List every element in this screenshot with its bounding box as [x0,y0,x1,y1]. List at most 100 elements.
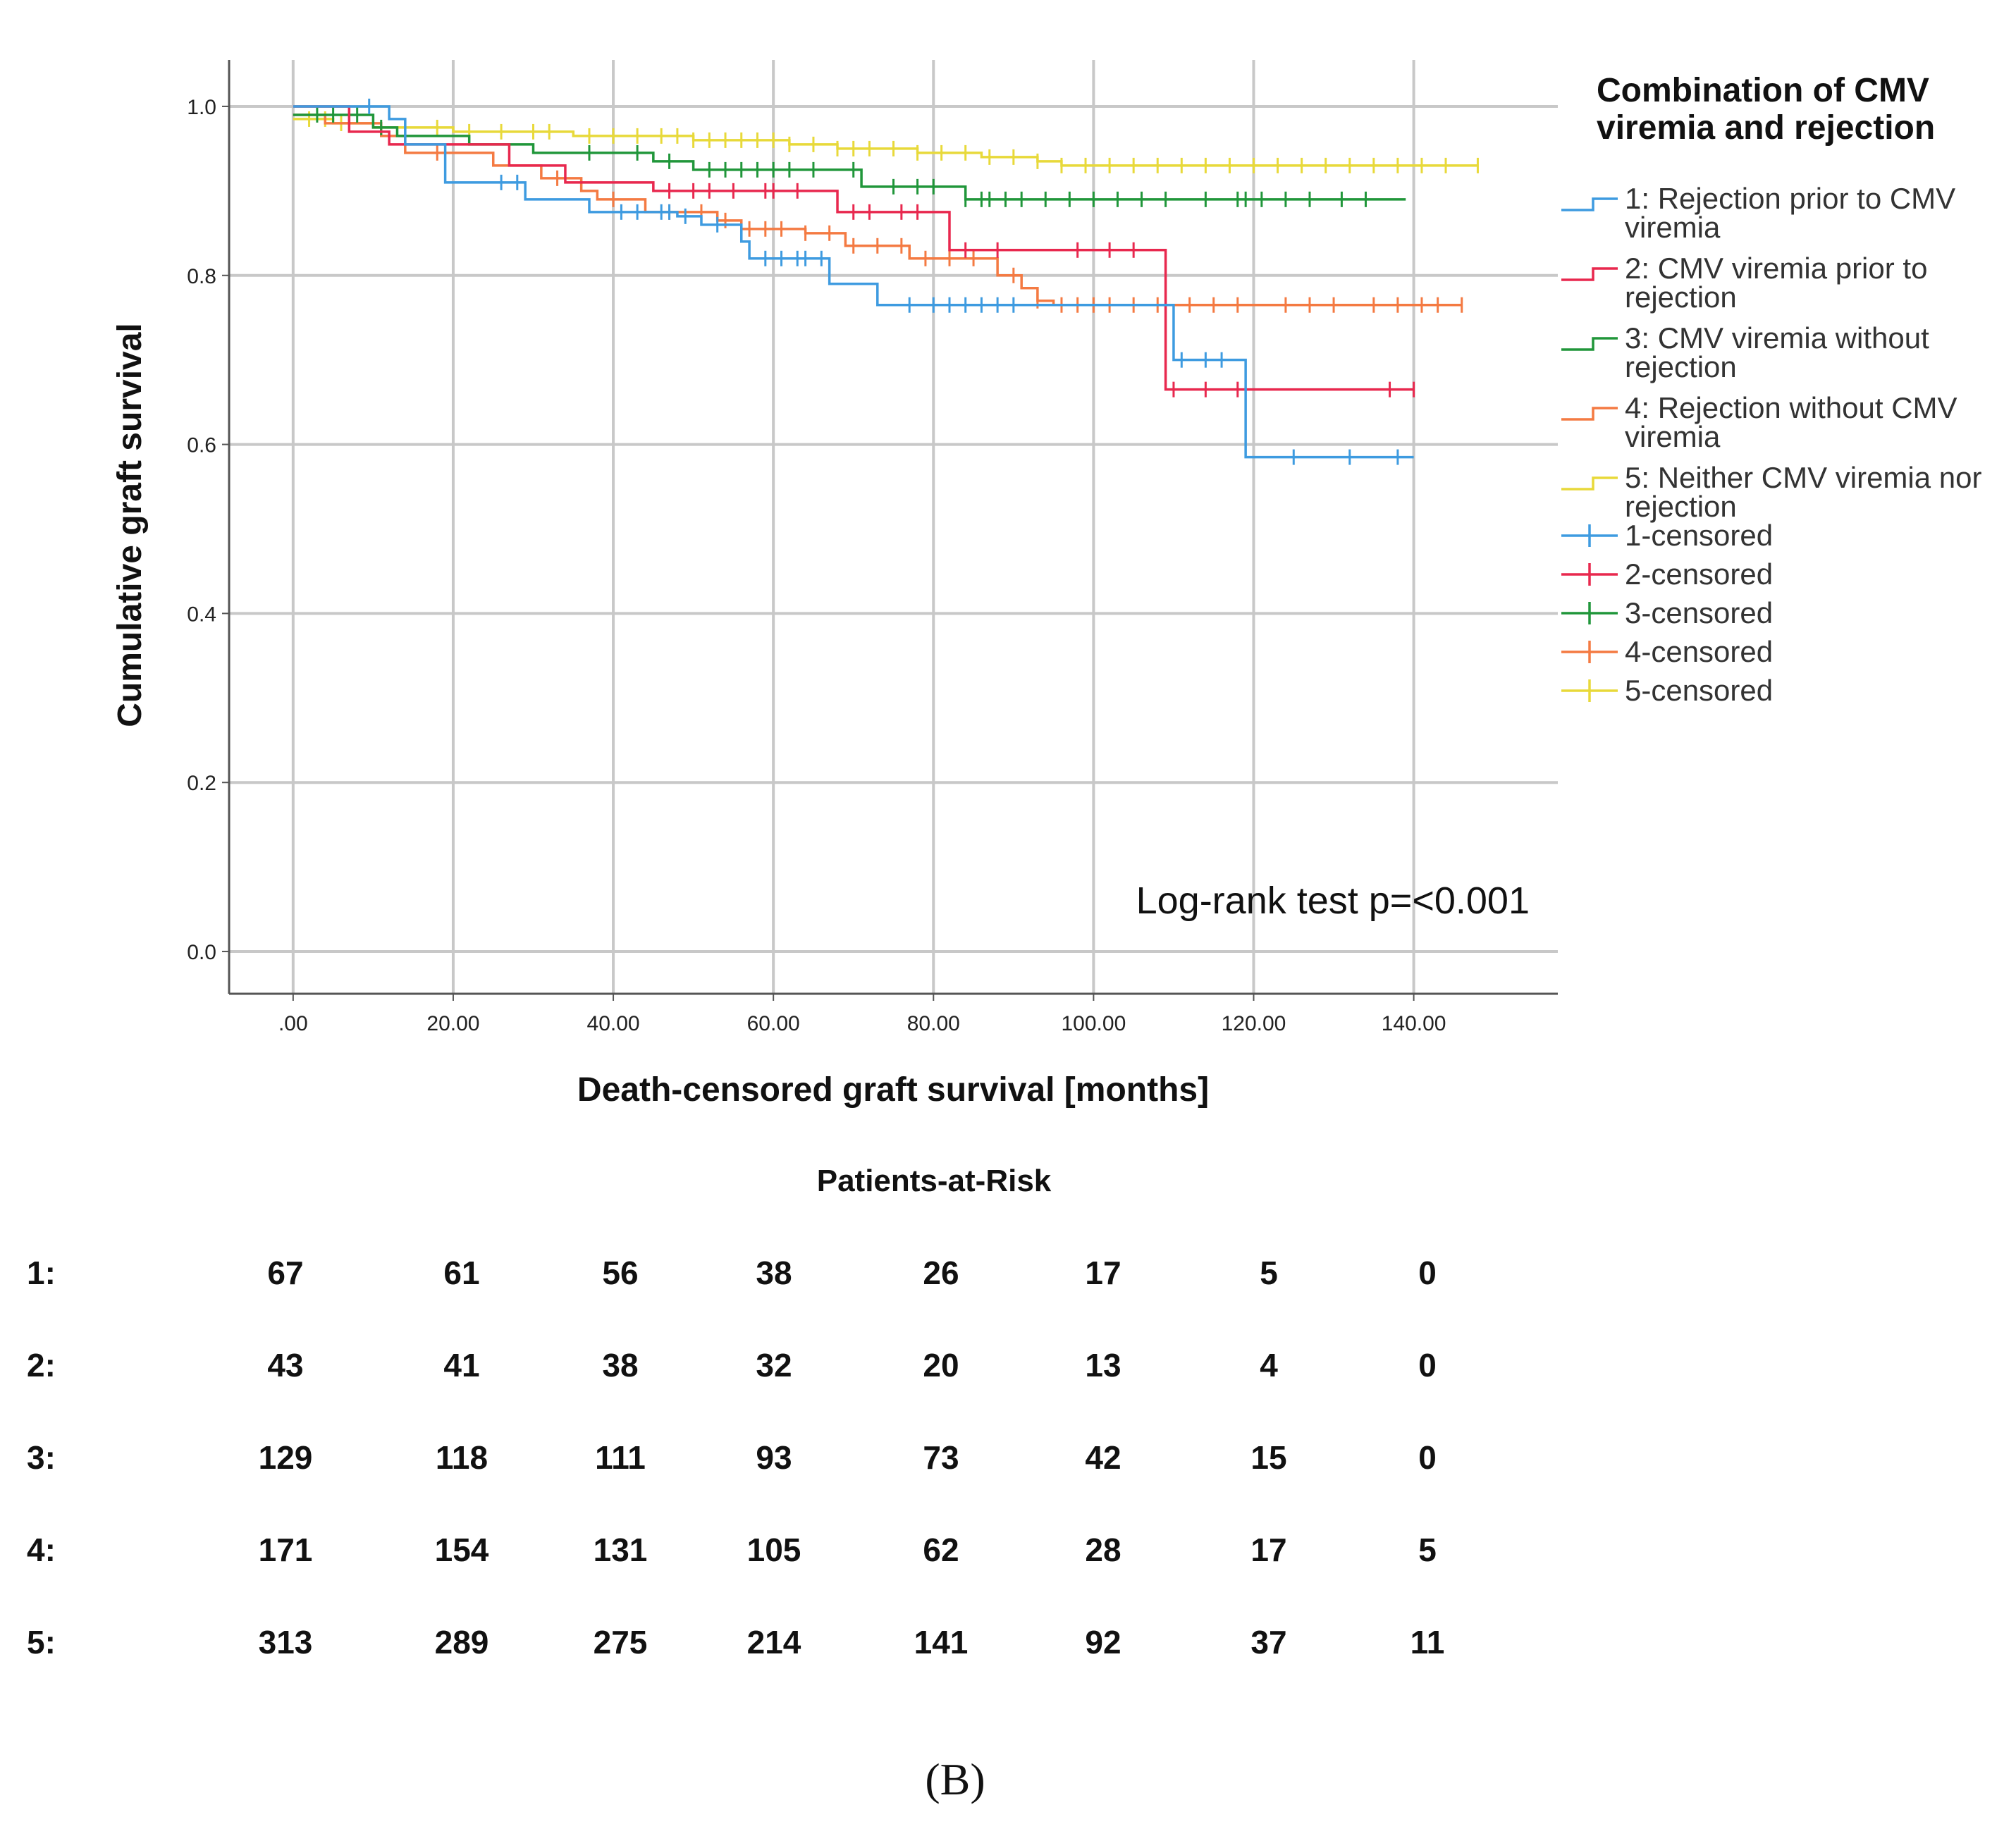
risk-cell: 62 [923,1532,959,1568]
risk-table: Patients-at-Risk 1: 67 61 56 38 26 17 5 02: 43 41 3… [27,1164,1444,1660]
legend-censored-label-1: 1-censored [1625,519,1773,552]
risk-row-3: 3: 129 118 111 93 73 42 15 0 [27,1439,1437,1476]
series-group-3 [293,106,1406,207]
legend-swatch-5 [1561,476,1618,491]
risk-cell: 17 [1085,1255,1121,1291]
y-tick-label: 0.6 [187,434,216,457]
legend-label-1-line-2: viremia [1625,211,1721,244]
risk-cell: 38 [756,1255,792,1291]
panel-label: (B) [925,1754,985,1804]
legend: Combination of CMV viremia and rejection… [1561,72,1981,707]
legend-label-2-line-2: rejection [1625,281,1737,314]
risk-cell: 20 [923,1347,959,1384]
risk-cell: 313 [259,1624,313,1660]
series-2-curve [293,105,1414,391]
risk-cell: 38 [602,1347,638,1384]
risk-row-label: 3: [27,1439,56,1476]
x-axis-ticks: .00 20.00 40.00 60.00 80.00 100.00 120.00 140.0… [278,994,1446,1035]
series-3-curve [293,113,1406,201]
risk-cell: 0 [1418,1347,1437,1384]
legend-swatch-1 [1561,197,1618,211]
series-group-1 [293,98,1414,465]
x-tick-label: .00 [278,1012,308,1035]
risk-cell: 118 [436,1439,488,1476]
risk-cell: 171 [259,1532,313,1568]
risk-row-label: 1: [27,1255,56,1291]
legend-censored-label-5: 5-censored [1625,674,1773,707]
risk-row-2: 2: 43 41 38 32 20 13 4 0 [27,1347,1437,1384]
risk-cell: 13 [1085,1347,1121,1384]
risk-cell: 154 [435,1532,489,1568]
risk-cell: 56 [602,1255,638,1291]
y-tick-label: 0.8 [187,265,216,288]
x-tick-label: 40.00 [587,1012,640,1035]
risk-cell: 111 [595,1439,646,1476]
risk-row-1: 1: 67 61 56 38 26 17 5 0 [27,1255,1437,1291]
legend-label-5-line-2: rejection [1625,490,1737,523]
legend-censored-item-1: 1-censored [1561,519,1773,552]
legend-censored-item-2: 2-censored [1561,557,1773,591]
x-axis-title: Death-censored graft survival [months] [577,1071,1209,1109]
series-layer [293,98,1479,465]
risk-cell: 141 [914,1624,969,1660]
risk-cell: 42 [1085,1439,1121,1476]
risk-cell: 5 [1260,1255,1278,1291]
y-axis-title: Cumulative graft survival [111,323,149,727]
risk-table-title: Patients-at-Risk [817,1164,1052,1198]
x-tick-label: 100.00 [1062,1012,1126,1035]
series-4-curve [293,113,1462,307]
legend-label-5-line-1: 5: Neither CMV viremia nor [1625,461,1981,494]
risk-cell: 5 [1418,1532,1437,1568]
x-tick-label: 20.00 [426,1012,479,1035]
legend-label-3-line-1: 3: CMV viremia without [1625,321,1929,355]
y-tick-label: 0.0 [187,941,216,964]
legend-censored-item-3: 3-censored [1561,596,1773,629]
gridlines [229,60,1558,994]
y-tick-label: 0.4 [187,603,216,626]
risk-row-label: 2: [27,1347,56,1384]
risk-row-label: 5: [27,1624,56,1660]
risk-cell: 11 [1410,1624,1445,1660]
risk-cell: 0 [1418,1439,1437,1476]
risk-cell: 129 [259,1439,313,1476]
risk-cell: 92 [1085,1624,1121,1660]
legend-title-line-1: Combination of CMV [1597,72,1929,109]
risk-cell: 214 [747,1624,801,1660]
x-tick-label: 140.00 [1382,1012,1446,1035]
y-axis-ticks: 0.0 0.2 0.4 0.6 0.8 1.0 [187,96,229,964]
legend-label-2-line-1: 2: CMV viremia prior to [1625,252,1927,285]
legend-title-line-2: viremia and rejection [1597,109,1935,147]
legend-swatch-2 [1561,267,1618,281]
risk-cell: 67 [267,1255,303,1291]
risk-cell: 73 [923,1439,959,1476]
legend-censored-item-5: 5-censored [1561,674,1773,707]
y-tick-label: 0.2 [187,772,216,795]
legend-label-4-line-1: 4: Rejection without CMV [1625,391,1957,424]
risk-cell: 275 [594,1624,648,1660]
log-rank-annotation: Log-rank test p=<0.001 [1136,880,1530,922]
x-tick-label: 120.00 [1222,1012,1286,1035]
risk-cell: 28 [1085,1532,1121,1568]
risk-cell: 93 [756,1439,792,1476]
risk-cell: 17 [1250,1532,1286,1568]
risk-cell: 32 [756,1347,792,1384]
risk-cell: 43 [267,1347,303,1384]
axes [228,60,1558,995]
legend-label-3-line-2: rejection [1625,350,1737,383]
x-tick-label: 60.00 [747,1012,800,1035]
series-5-curve [293,118,1478,167]
x-tick-label: 80.00 [907,1012,960,1035]
risk-cell: 26 [923,1255,959,1291]
risk-cell: 61 [443,1255,479,1291]
risk-row-label: 4: [27,1532,56,1568]
risk-row-5: 5: 313 289 275 214 141 92 37 11 [27,1624,1444,1660]
series-1-curve [293,105,1414,459]
risk-cell: 37 [1250,1624,1286,1660]
series-group-5 [293,111,1479,173]
